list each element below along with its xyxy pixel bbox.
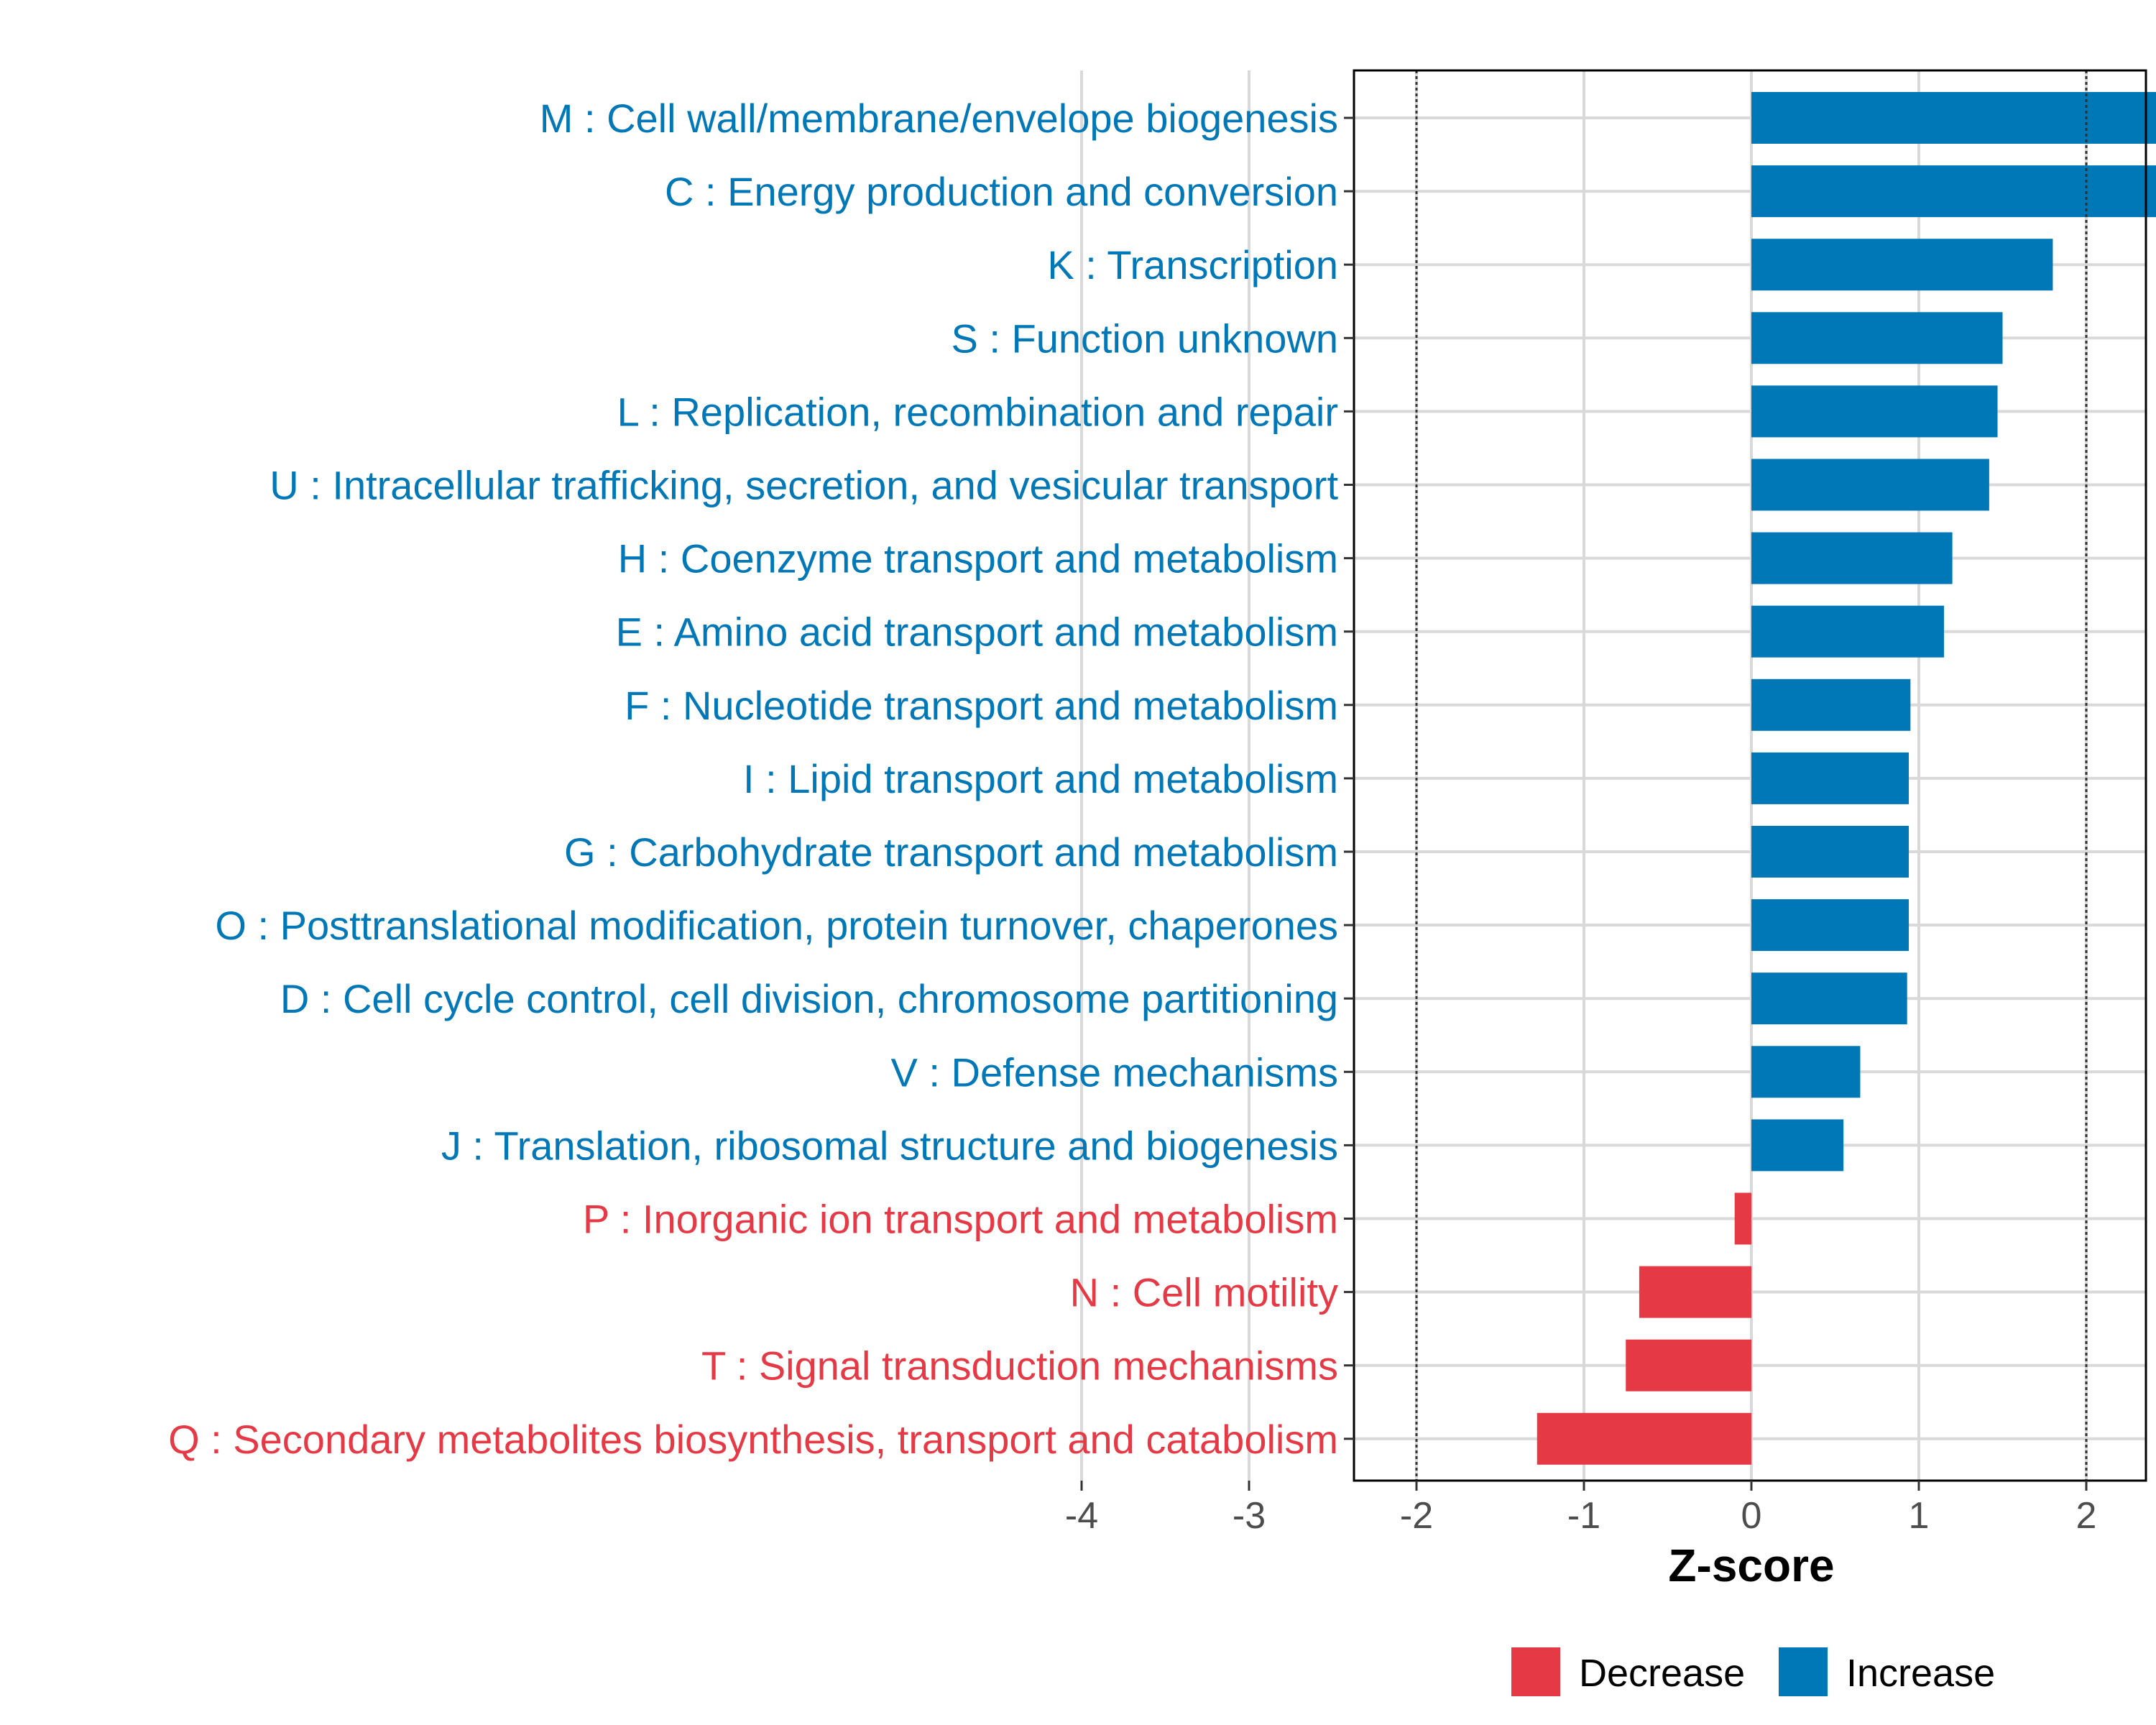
bar-increase	[1751, 312, 2003, 364]
y-tick-label: C : Energy production and conversion	[665, 169, 1338, 214]
x-tick-label: 2	[2076, 1495, 2097, 1537]
y-tick-label: H : Coenzyme transport and metabolism	[618, 536, 1338, 581]
bar-decrease	[1734, 1192, 1751, 1245]
x-tick-label: 0	[1741, 1495, 1762, 1537]
reference-lines	[1415, 70, 2088, 1481]
bars	[1537, 92, 2156, 1465]
y-tick-label: J : Translation, ribosomal structure and…	[441, 1123, 1338, 1168]
bar-increase	[1751, 899, 1909, 952]
y-tick-label: K : Transcription	[1047, 242, 1338, 288]
grid-lines	[1080, 70, 2146, 1481]
bar-increase	[1751, 972, 1907, 1025]
y-tick-label: O : Posttranslational modification, prot…	[215, 903, 1338, 948]
y-tick-label: Q : Secondary metabolites biosynthesis, …	[168, 1417, 1338, 1462]
y-tick-label: N : Cell motility	[1070, 1270, 1338, 1315]
bar-increase	[1751, 605, 1944, 658]
bar-increase	[1751, 1119, 1844, 1172]
bar-increase	[1751, 532, 1953, 584]
legend-label-increase: Increase	[1846, 1652, 1995, 1695]
x-tick-label: -2	[1400, 1495, 1433, 1537]
x-tick-label: -1	[1567, 1495, 1600, 1537]
y-axis-labels: M : Cell wall/membrane/envelope biogenes…	[168, 96, 1338, 1462]
y-tick-label: F : Nucleotide transport and metabolism	[625, 683, 1338, 728]
x-axis-title: Z-score	[1668, 1540, 1834, 1591]
y-tick-label: E : Amino acid transport and metabolism	[616, 610, 1338, 655]
y-tick-label: U : Intracellular trafficking, secretion…	[270, 463, 1338, 508]
bar-increase	[1751, 1046, 1861, 1098]
x-axis-tick-labels: -4-3-2-101234	[1065, 1495, 2097, 1537]
y-tick-label: T : Signal transduction mechanisms	[701, 1343, 1338, 1389]
bar-increase	[1751, 678, 1911, 731]
bar-increase	[1751, 826, 1909, 878]
x-tick-label: 1	[1909, 1495, 1930, 1537]
y-tick-label: L : Replication, recombination and repai…	[617, 389, 1338, 434]
bar-increase	[1751, 239, 2053, 291]
bar-increase	[1751, 92, 2156, 144]
y-tick-label: V : Defense mechanisms	[891, 1049, 1338, 1095]
bar-increase	[1751, 165, 2156, 218]
y-axis-ticks	[1344, 116, 1354, 1440]
bar-decrease	[1626, 1339, 1751, 1392]
y-tick-label: P : Inorganic ion transport and metaboli…	[583, 1197, 1338, 1242]
x-tick-label: -4	[1065, 1495, 1098, 1537]
legend-swatch-decrease	[1511, 1647, 1560, 1696]
bar-decrease	[1537, 1412, 1751, 1465]
y-tick-label: M : Cell wall/membrane/envelope biogenes…	[540, 96, 1338, 141]
bar-increase	[1751, 752, 1909, 804]
legend: Decrease Increase	[1511, 1647, 1995, 1696]
x-axis-ticks	[1080, 1481, 2088, 1491]
x-tick-label: -3	[1233, 1495, 1266, 1537]
y-tick-label: D : Cell cycle control, cell division, c…	[280, 976, 1338, 1021]
panel-border	[1353, 69, 2147, 1482]
legend-swatch-increase	[1779, 1647, 1828, 1696]
y-tick-label: I : Lipid transport and metabolism	[743, 756, 1338, 801]
bar-decrease	[1639, 1266, 1751, 1318]
bar-increase	[1751, 385, 1998, 438]
y-tick-label: G : Carbohydrate transport and metabolis…	[564, 829, 1338, 875]
legend-label-decrease: Decrease	[1579, 1652, 1745, 1695]
y-tick-label: S : Function unknown	[951, 316, 1338, 361]
bar-increase	[1751, 459, 1989, 511]
